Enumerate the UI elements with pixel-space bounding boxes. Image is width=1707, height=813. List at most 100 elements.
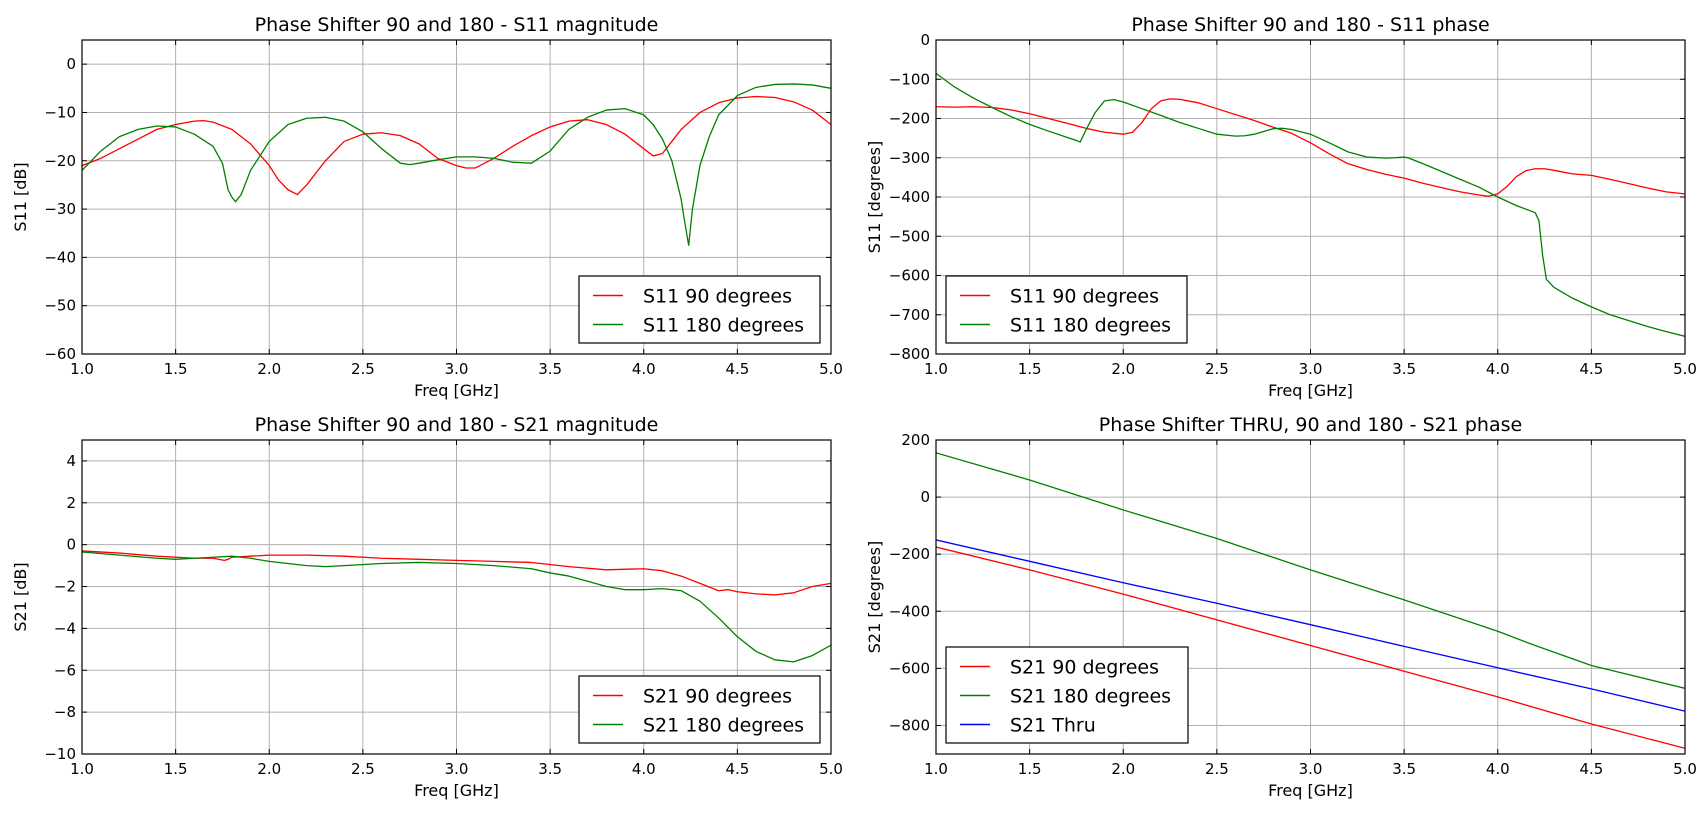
legend-label: S21 90 degrees [643, 686, 792, 708]
x-tick-label: 5.0 [1673, 360, 1697, 378]
y-tick-label: 0 [66, 536, 76, 554]
y-tick-label: −10 [44, 103, 76, 121]
x-tick-label: 1.0 [70, 760, 94, 778]
s21-phase-panel: 1.0 1.5 2.0 2.5 3.0 3.5 4.0 4.5 5.0 −800 −600 −400 −… [865, 414, 1697, 800]
chart-title: Phase Shifter THRU, 90 and 180 - S21 pha… [1099, 414, 1522, 436]
x-tick-label: 3.5 [538, 360, 562, 378]
x-tick-label: 3.5 [1392, 360, 1416, 378]
series-line-s11-90-degrees [82, 95, 831, 196]
y-tick-label: −50 [44, 297, 76, 315]
chart-title: Phase Shifter 90 and 180 - S11 magnitude [255, 14, 659, 36]
x-tick-label: 2.0 [257, 360, 281, 378]
y-tick-label: −500 [889, 227, 930, 245]
y-tick-label: −60 [44, 345, 76, 363]
x-tick-label: 4.5 [725, 360, 749, 378]
x-tick-label: 3.0 [1299, 360, 1323, 378]
y-tick-label: −800 [889, 345, 930, 363]
legend-label: S11 180 degrees [643, 315, 804, 337]
y-tick-label: −200 [889, 545, 930, 563]
y-tick-label: −400 [889, 188, 930, 206]
y-axis-label: S11 [dB] [11, 162, 30, 231]
x-tick-label: 2.5 [1205, 360, 1229, 378]
y-tick-label: −40 [44, 248, 76, 266]
y-tick-label: −4 [54, 619, 76, 637]
s11-magnitude-panel: 1.0 1.5 2.0 2.5 3.0 3.5 4.0 4.5 5.0 −60 −50 −40 −30 −… [11, 14, 843, 400]
x-tick-label: 4.5 [725, 760, 749, 778]
x-axis-label: Freq [GHz] [414, 781, 499, 800]
y-tick-label: 4 [66, 452, 76, 470]
y-tick-label: −800 [889, 716, 930, 734]
legend-box [945, 275, 1188, 344]
y-tick-label: −300 [889, 149, 930, 167]
legend-box [578, 275, 821, 344]
axes-frame [81, 39, 832, 355]
x-tick-label: 5.0 [1673, 760, 1697, 778]
s21-magnitude-panel: 1.0 1.5 2.0 2.5 3.0 3.5 4.0 4.5 5.0 −10 −8 −6 −4 −2 0 2… [11, 414, 843, 800]
x-tick-label: 5.0 [819, 760, 843, 778]
x-tick-label: 1.5 [164, 360, 188, 378]
legend-label: S21 180 degrees [1010, 686, 1171, 708]
y-tick-label: −8 [54, 703, 76, 721]
series-line-s21-thru [936, 539, 1685, 712]
series-line-s21-180-degrees [82, 551, 831, 663]
y-tick-label: 0 [66, 55, 76, 73]
y-tick-label: 2 [66, 494, 76, 512]
x-axis-label: Freq [GHz] [1268, 781, 1353, 800]
legend: S11 90 degrees S11 180 degrees [578, 275, 821, 344]
legend-label: S21 180 degrees [643, 715, 804, 737]
x-tick-label: 1.0 [924, 360, 948, 378]
x-tick-label: 4.0 [1486, 360, 1510, 378]
series-line-s21-90-degrees [82, 550, 831, 596]
x-tick-label: 1.0 [924, 760, 948, 778]
legend-label: S11 90 degrees [1010, 286, 1159, 308]
series-line-s11-90-degrees [936, 98, 1685, 197]
x-tick-label: 1.5 [1018, 360, 1042, 378]
legend-label: S21 Thru [1010, 715, 1096, 737]
x-tick-label: 1.5 [1018, 760, 1042, 778]
y-tick-label: −100 [889, 70, 930, 88]
s11-phase-panel: 1.0 1.5 2.0 2.5 3.0 3.5 4.0 4.5 5.0 −800 −700 −600 −… [865, 14, 1697, 400]
x-tick-label: 1.5 [164, 760, 188, 778]
y-tick-label: −700 [889, 306, 930, 324]
chart-title: Phase Shifter 90 and 180 - S11 phase [1131, 14, 1489, 36]
x-tick-label: 2.5 [351, 360, 375, 378]
x-axis-label: Freq [GHz] [1268, 381, 1353, 400]
y-tick-label: −6 [54, 661, 76, 679]
x-tick-label: 3.0 [445, 360, 469, 378]
x-tick-label: 5.0 [819, 360, 843, 378]
x-tick-label: 4.0 [632, 360, 656, 378]
x-tick-label: 4.0 [632, 760, 656, 778]
axes-frame [935, 439, 1686, 755]
x-tick-label: 4.0 [1486, 760, 1510, 778]
legend: S21 90 degrees S21 180 degrees [578, 675, 821, 744]
x-tick-label: 4.5 [1579, 360, 1603, 378]
x-axis-label: Freq [GHz] [414, 381, 499, 400]
x-tick-label: 3.5 [538, 760, 562, 778]
y-tick-label: −600 [889, 659, 930, 677]
series-line-s11-180-degrees [936, 72, 1685, 337]
x-tick-label: 2.5 [351, 760, 375, 778]
series-line-s11-180-degrees [82, 83, 831, 246]
y-tick-label: −2 [54, 578, 76, 596]
y-tick-label: −400 [889, 602, 930, 620]
y-tick-label: 200 [901, 431, 930, 449]
y-axis-label: S21 [degrees] [865, 541, 884, 654]
series-line-s21-180-degrees [936, 452, 1685, 689]
y-tick-label: 0 [920, 488, 930, 506]
x-tick-label: 1.0 [70, 360, 94, 378]
legend-box [578, 675, 821, 744]
x-tick-label: 4.5 [1579, 760, 1603, 778]
legend: S11 90 degrees S11 180 degrees [945, 275, 1188, 344]
y-tick-label: −20 [44, 152, 76, 170]
x-tick-label: 3.0 [1299, 760, 1323, 778]
y-tick-label: 0 [920, 31, 930, 49]
y-axis-label: S21 [dB] [11, 562, 30, 631]
axes-frame [81, 439, 832, 755]
x-tick-label: 2.5 [1205, 760, 1229, 778]
y-tick-label: −600 [889, 267, 930, 285]
y-tick-label: −200 [889, 110, 930, 128]
axes-frame [935, 39, 1686, 355]
y-axis-label: S11 [degrees] [865, 141, 884, 254]
y-tick-label: −10 [44, 745, 76, 763]
